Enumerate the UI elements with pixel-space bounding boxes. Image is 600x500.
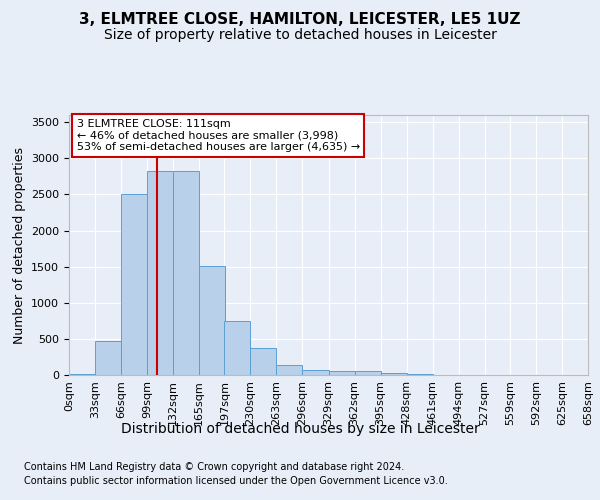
Bar <box>147 172 173 375</box>
Y-axis label: Number of detached properties: Number of detached properties <box>13 146 26 344</box>
Text: Contains HM Land Registry data © Crown copyright and database right 2024.: Contains HM Land Registry data © Crown c… <box>24 462 404 472</box>
Bar <box>250 348 277 375</box>
Bar <box>95 341 121 375</box>
Text: Contains public sector information licensed under the Open Government Licence v3: Contains public sector information licen… <box>24 476 448 486</box>
Text: 3 ELMTREE CLOSE: 111sqm
← 46% of detached houses are smaller (3,998)
53% of semi: 3 ELMTREE CLOSE: 111sqm ← 46% of detache… <box>77 119 360 152</box>
Bar <box>302 370 329 375</box>
Bar <box>224 321 250 375</box>
Bar <box>355 371 380 375</box>
Bar <box>173 172 199 375</box>
Bar <box>277 365 302 375</box>
Text: Distribution of detached houses by size in Leicester: Distribution of detached houses by size … <box>121 422 479 436</box>
Bar <box>69 374 95 375</box>
Bar <box>199 266 225 375</box>
Text: 3, ELMTREE CLOSE, HAMILTON, LEICESTER, LE5 1UZ: 3, ELMTREE CLOSE, HAMILTON, LEICESTER, L… <box>79 12 521 28</box>
Text: Size of property relative to detached houses in Leicester: Size of property relative to detached ho… <box>104 28 496 42</box>
Bar <box>329 371 355 375</box>
Bar <box>380 373 407 375</box>
Bar <box>407 374 433 375</box>
Bar <box>121 194 147 375</box>
